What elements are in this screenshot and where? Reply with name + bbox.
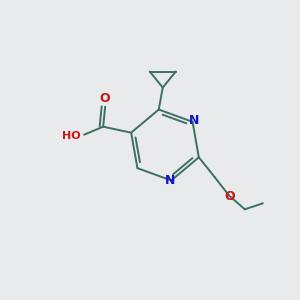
Text: N: N <box>165 174 175 187</box>
Text: O: O <box>100 92 110 105</box>
Text: HO: HO <box>61 131 80 141</box>
Text: N: N <box>188 114 199 128</box>
Text: O: O <box>224 190 235 203</box>
